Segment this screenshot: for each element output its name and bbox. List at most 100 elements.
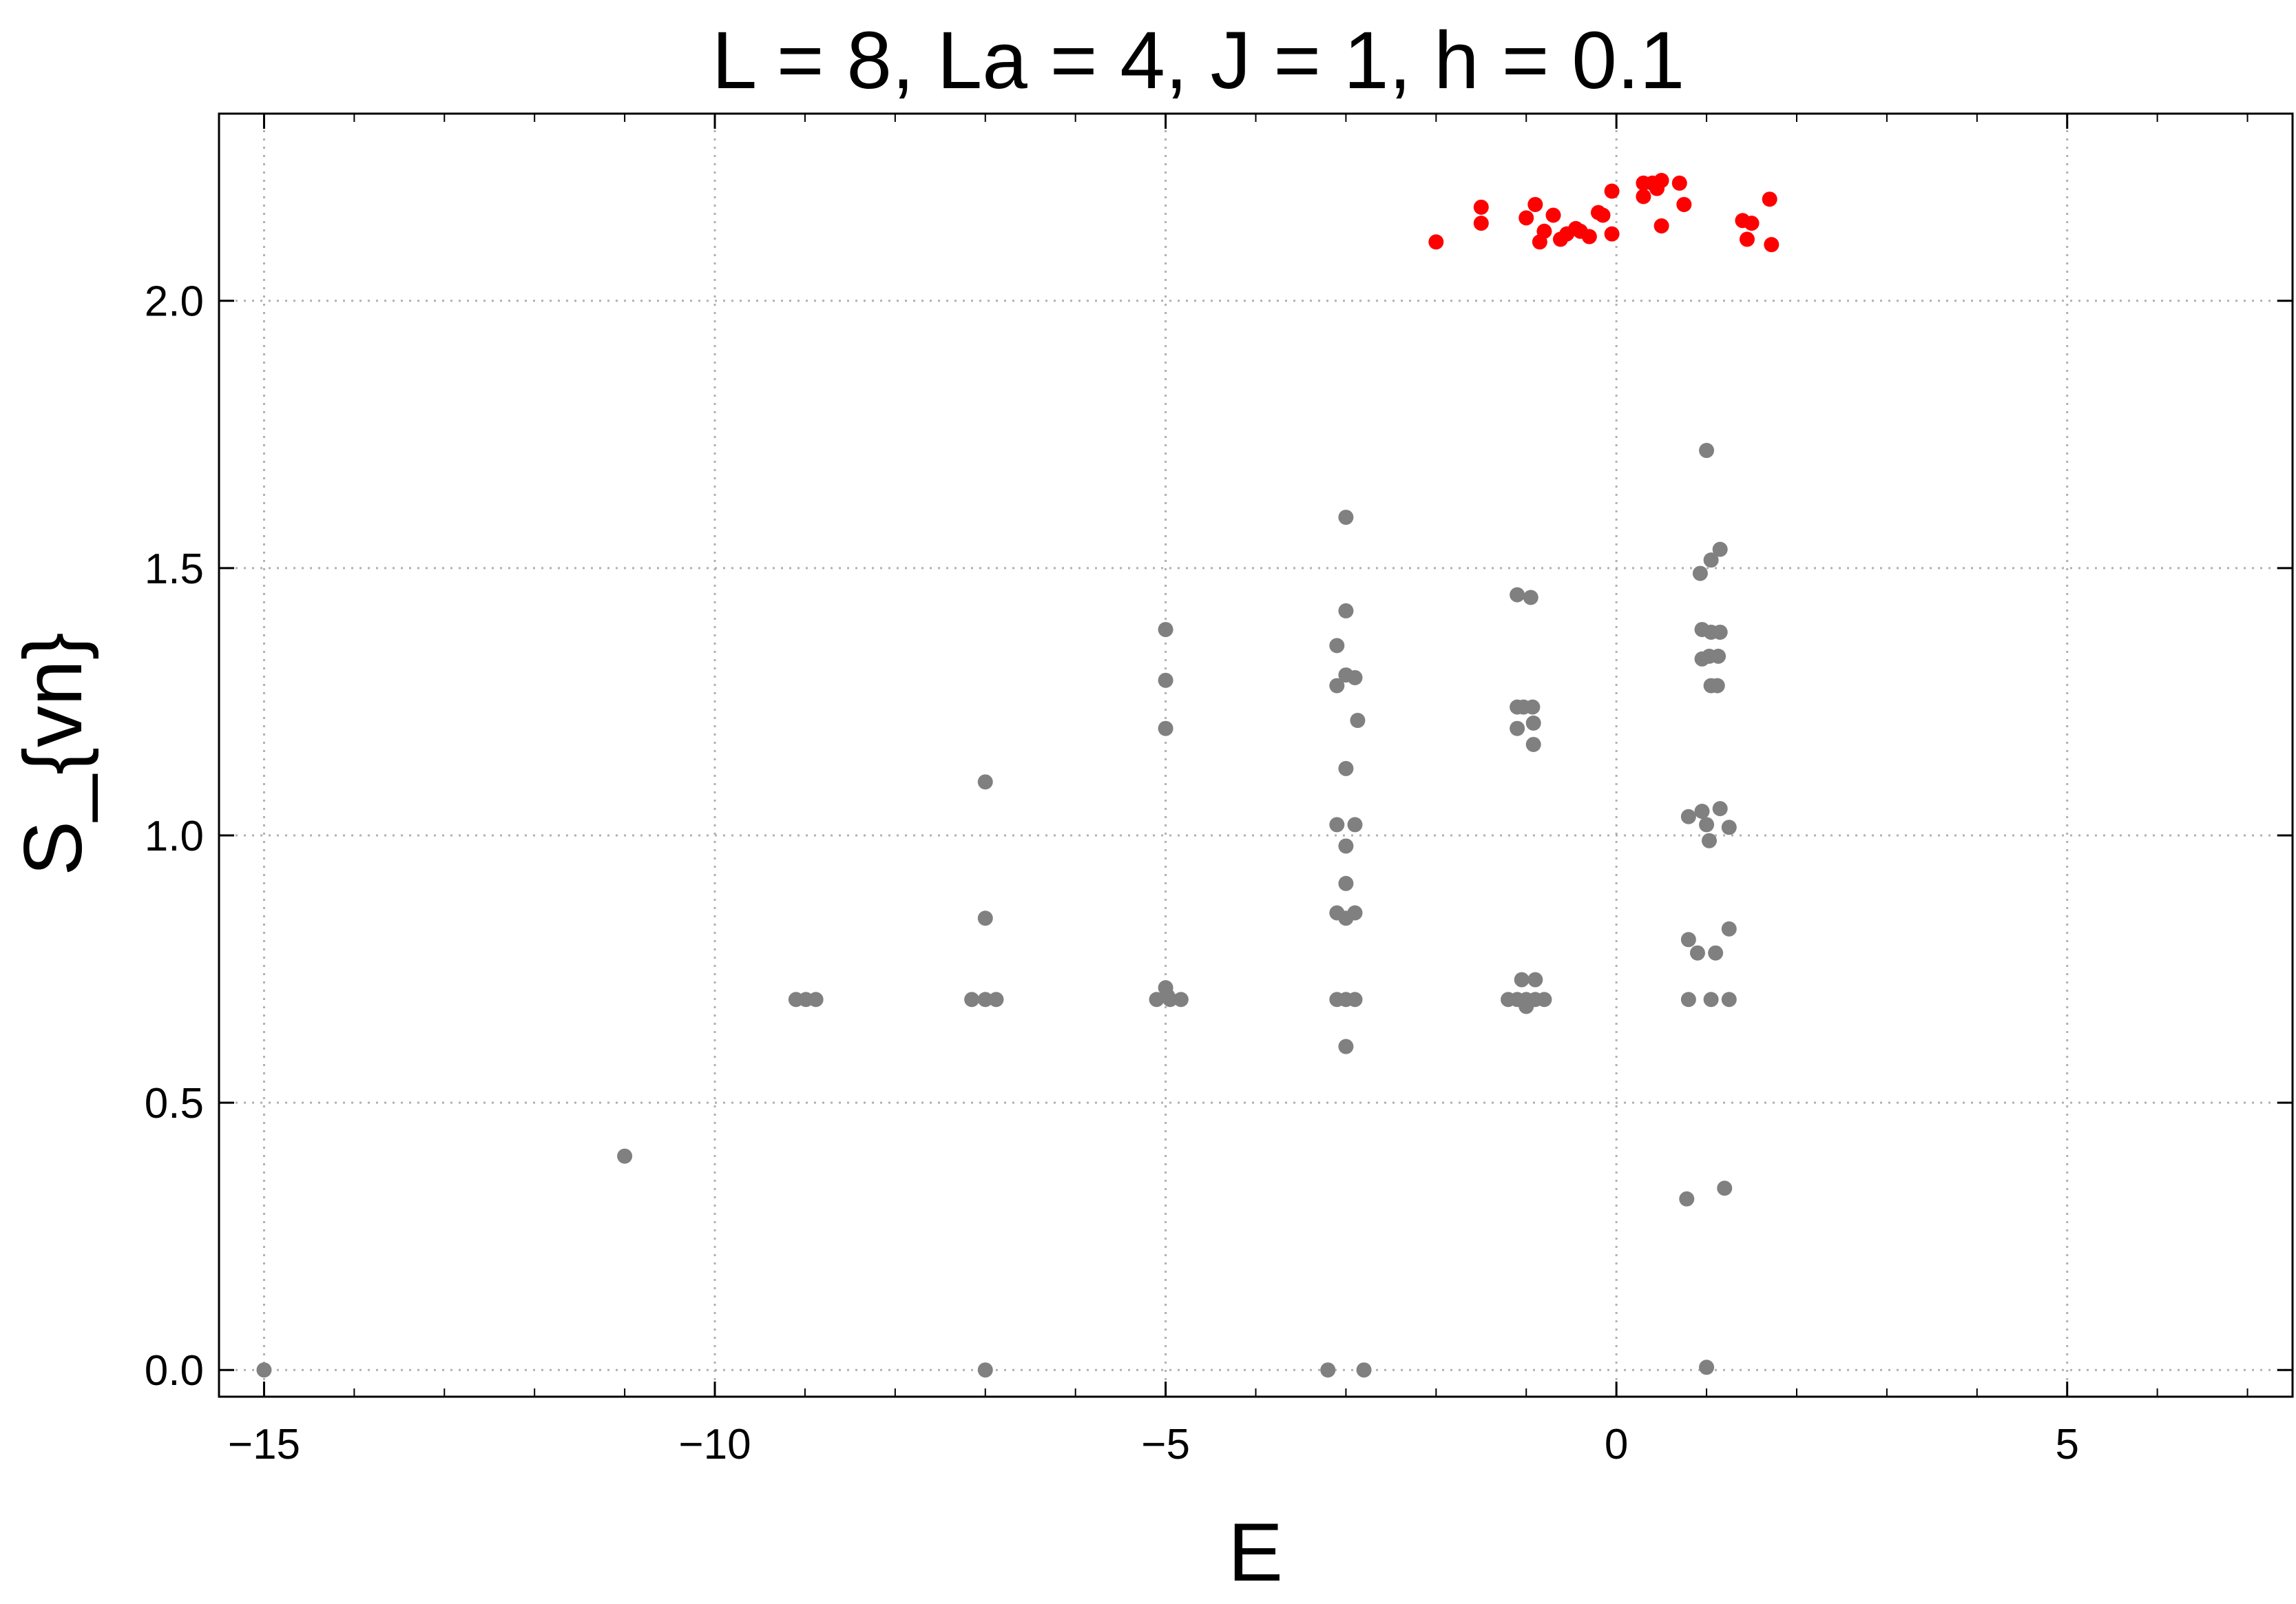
red-data-point (1527, 196, 1543, 212)
red-data-point (1653, 218, 1669, 234)
gray-data-point (1525, 715, 1541, 731)
x-tick-label: −10 (678, 1421, 751, 1468)
gray-data-point (1158, 720, 1173, 736)
gray-data-point (1712, 801, 1728, 817)
gray-data-point (1680, 992, 1696, 1008)
red-data-point (1671, 175, 1687, 191)
gray-data-point (1712, 624, 1728, 640)
gray-data-point (1350, 713, 1366, 729)
gray-data-point (1701, 833, 1717, 848)
gray-data-point (1699, 1360, 1715, 1375)
gray-data-point (1525, 736, 1541, 752)
gray-data-point (1338, 760, 1354, 776)
red-data-point (1604, 183, 1620, 199)
gray-data-point (1689, 945, 1705, 961)
gray-data-point (1510, 587, 1525, 603)
gray-data-point (977, 910, 993, 926)
gray-data-point (1699, 817, 1715, 833)
gray-data-point (1721, 921, 1737, 937)
gray-data-point (1356, 1362, 1372, 1378)
red-data-point (1428, 234, 1444, 250)
gray-data-point (977, 774, 993, 790)
gray-data-point (1712, 541, 1728, 557)
chart-title: L = 8, La = 4, J = 1, h = 0.1 (712, 15, 1685, 106)
gray-data-point (1699, 443, 1715, 459)
x-tick-label: −15 (228, 1421, 300, 1468)
red-data-point (1581, 229, 1597, 244)
gray-data-point (1679, 1191, 1695, 1207)
gray-data-point (1703, 992, 1719, 1008)
gray-data-point (964, 992, 980, 1008)
gray-data-point (1173, 992, 1189, 1008)
y-tick-label: 2.0 (145, 278, 204, 326)
red-data-point (1536, 223, 1552, 239)
red-data-point (1545, 207, 1561, 223)
red-data-point (1473, 216, 1489, 231)
gray-data-point (1347, 905, 1363, 921)
gray-data-point (1338, 510, 1354, 525)
gray-data-point (617, 1148, 633, 1164)
gray-data-point (256, 1362, 272, 1378)
red-data-point (1653, 173, 1669, 189)
y-tick-label: 1.0 (145, 813, 204, 860)
gray-data-point (1717, 1180, 1733, 1196)
red-data-point (1604, 226, 1620, 242)
gray-data-point (1703, 552, 1719, 568)
gray-data-point (1329, 817, 1345, 833)
gray-data-point (1338, 603, 1354, 618)
gray-data-point (977, 992, 993, 1008)
red-data-point (1473, 199, 1489, 215)
gray-data-point (1721, 992, 1737, 1008)
grid-lines (219, 114, 2293, 1397)
gray-data-point (1721, 820, 1737, 835)
gray-data-point (1338, 875, 1354, 891)
gray-data-point (1708, 945, 1724, 961)
gray-data-point (1711, 648, 1726, 664)
y-axis-title: S_{vn} (7, 632, 99, 876)
axis-ticks: −15 −10 −5 0 5 0.0 0.5 1.0 1.5 2.0 (145, 114, 2293, 1468)
x-axis-title: E (1228, 1506, 1283, 1598)
gray-data-point (808, 992, 824, 1008)
red-data-point (1762, 191, 1777, 207)
x-tick-label: 0 (1605, 1421, 1628, 1468)
gray-data-point (1680, 809, 1696, 824)
gray-data-point (1158, 622, 1173, 638)
red-data-point (1636, 189, 1651, 205)
gray-data-point (1523, 590, 1538, 605)
x-tick-label: 5 (2055, 1421, 2078, 1468)
data-points (256, 173, 1780, 1378)
red-data-point (1595, 207, 1611, 223)
red-data-point (1744, 216, 1760, 231)
gray-data-point (977, 1362, 993, 1378)
gray-data-point (1338, 1039, 1354, 1054)
gray-data-point (1347, 817, 1363, 833)
gray-data-point (988, 992, 1004, 1008)
gray-data-point (1680, 932, 1696, 948)
gray-data-point (1519, 999, 1534, 1014)
gray-data-point (1338, 838, 1354, 854)
red-data-point (1739, 231, 1755, 247)
red-data-point (1764, 237, 1780, 253)
gray-data-point (1694, 804, 1710, 820)
gray-data-point (1514, 972, 1530, 988)
plot-frame (218, 112, 2294, 1398)
red-data-point (1519, 210, 1534, 226)
y-tick-label: 0.0 (145, 1347, 204, 1395)
gray-data-point (1692, 565, 1708, 581)
gray-data-point (1525, 699, 1541, 715)
red-data-point (1676, 196, 1692, 212)
gray-data-point (1536, 992, 1552, 1008)
gray-data-point (1160, 988, 1176, 1003)
gray-data-point (1527, 972, 1543, 988)
y-tick-label: 0.5 (145, 1080, 204, 1127)
gray-data-point (1347, 669, 1363, 685)
gray-data-point (1329, 678, 1345, 694)
gray-data-point (1320, 1362, 1336, 1378)
gray-data-point (1347, 992, 1363, 1008)
gray-data-point (1158, 672, 1173, 688)
y-tick-label: 1.5 (145, 545, 204, 593)
gray-data-point (1709, 678, 1725, 694)
gray-data-point (1329, 638, 1345, 654)
